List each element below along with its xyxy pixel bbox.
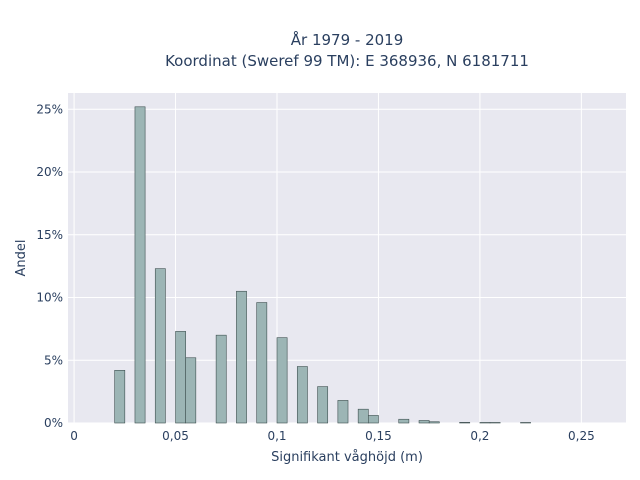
plot-area [68,93,626,423]
chart-title-line2: Koordinat (Sweref 99 TM): E 368936, N 61… [165,52,529,70]
histogram-bar [114,370,126,424]
histogram-bar [296,366,308,424]
histogram-bar [368,415,379,424]
x-tick-label: 0,15 [365,429,392,443]
y-tick-label: 20% [36,165,63,179]
histogram-bar [337,400,349,424]
histogram-bar [134,106,146,424]
y-tick-label: 0% [44,416,63,430]
x-tick-label: 0,1 [267,429,286,443]
x-tick-label: 0,2 [470,429,489,443]
x-tick-label: 0,25 [568,429,595,443]
histogram-bar [489,422,501,424]
x-axis-ticks: 0 0,05 0,1 0,15 0,2 0,25 [70,429,594,443]
histogram-bar [479,422,491,424]
y-axis-label: Andel [14,240,29,277]
y-tick-label: 10% [36,291,63,305]
histogram-bar [428,421,440,424]
histogram-bar [256,302,268,424]
histogram-bar [185,357,197,424]
x-axis-label: Signifikant våghöjd (m) [271,450,423,465]
x-tick-label: 0,05 [162,429,189,443]
chart-title-line1: År 1979 - 2019 [291,30,404,49]
histogram-bar [459,422,471,424]
histogram-bar [175,331,186,424]
histogram-bar [357,408,369,424]
histogram-bar [398,418,410,424]
histogram-bar [418,420,430,424]
histogram-bar [154,268,166,424]
histogram-bar [215,334,227,424]
y-tick-label: 25% [36,102,63,116]
y-tick-label: 15% [36,228,63,242]
histogram-bar [520,422,531,424]
histogram-bar [276,337,288,424]
histogram-bar [236,290,247,424]
y-axis-ticks: 0% 5% 10% 15% 20% 25% [36,102,63,430]
histogram-bar [317,386,329,424]
x-tick-label: 0 [70,429,78,443]
y-tick-label: 5% [44,353,63,367]
bars [114,106,531,424]
